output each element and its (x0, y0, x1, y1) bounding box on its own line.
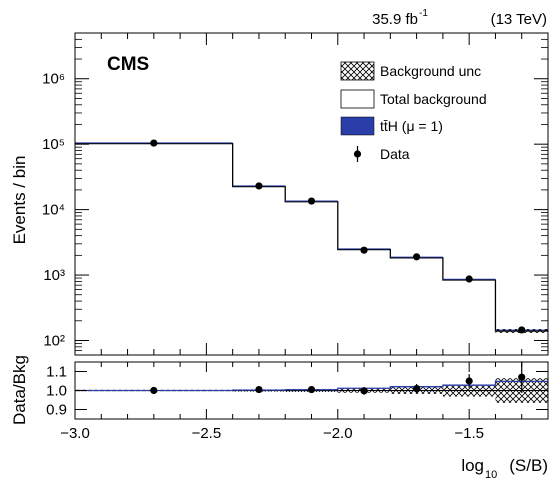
energy-label: (13 TeV) (491, 11, 547, 28)
data-point (150, 139, 158, 147)
data-point (465, 275, 473, 283)
data-point (360, 246, 368, 254)
y-axis-title: Events / bin (10, 156, 29, 245)
ratio-panel: 0.9 1.0 1.1 −3.0 −2.5 −2.0 −1.5 Data/Bkg log 1… (10, 355, 549, 481)
data-point (255, 182, 263, 190)
x-tick-label: −1.5 (454, 425, 484, 442)
legend-swatch-signal (340, 116, 375, 136)
data-point (307, 197, 316, 205)
y-tick-label: 10³ (43, 267, 65, 284)
lumi-label: 35.9 fb (372, 11, 418, 28)
x-axis-title-subscript: 10 (485, 469, 497, 481)
ratio-y-tick-label: 1.1 (46, 364, 67, 381)
legend-label-data: Data (380, 146, 410, 162)
legend-label-total-bkg: Total background (380, 91, 487, 107)
x-axis-title-tail: (S/B) (509, 456, 548, 475)
ratio-data-point (150, 386, 158, 395)
lumi-exponent: -1 (419, 8, 428, 19)
y-tick-label: 10² (43, 332, 65, 349)
ratio-data-point (360, 387, 368, 395)
main-panel: 10² 10³ 10⁴ 10⁵ 10⁶ CMS Events / bin Backgro… (10, 32, 549, 356)
legend-swatch-unc (340, 61, 375, 81)
ratio-data-point (307, 385, 316, 394)
legend-label-signal: tt̄H (μ = 1) (380, 118, 443, 134)
y-tick-label: 10⁴ (42, 202, 65, 219)
ratio-y-axis-title: Data/Bkg (10, 355, 29, 425)
ratio-y-tick-label: 1.0 (46, 383, 67, 400)
ratio-data-point (413, 385, 421, 393)
legend-swatch-total-bkg (340, 89, 375, 109)
total-background-histogram (75, 142, 548, 332)
x-tick-label: −3.0 (60, 425, 90, 442)
y-tick-label: 10⁶ (42, 71, 65, 88)
x-tick-label: −2.0 (323, 425, 353, 442)
experiment-label: CMS (107, 54, 149, 75)
legend-label-unc: Background unc (380, 63, 481, 79)
x-axis-title: log (461, 456, 484, 475)
ratio-y-tick-label: 0.9 (46, 402, 67, 419)
ratio-data-point (518, 373, 526, 381)
legend: Background unc Total background tt̄H (μ … (340, 61, 487, 162)
ratio-data-point (465, 377, 473, 385)
legend-marker-data (353, 150, 362, 158)
data-point (413, 253, 421, 261)
ratio-data-point (255, 385, 263, 394)
x-tick-label: −2.5 (192, 425, 222, 442)
y-tick-label: 10⁵ (42, 136, 65, 153)
main-frame (74, 32, 549, 356)
data-point (518, 326, 526, 334)
